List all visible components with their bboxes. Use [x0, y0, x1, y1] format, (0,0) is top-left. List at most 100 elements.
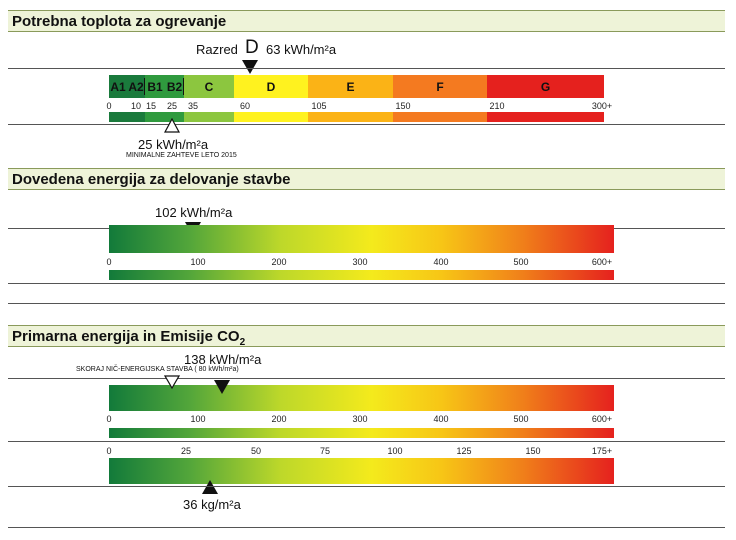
- delivered-gradient-thin: [109, 270, 614, 280]
- section-header-primary: Primarna energija in Emisije CO2: [8, 325, 725, 348]
- divider: [8, 441, 725, 442]
- delivered-tick: 100: [190, 257, 206, 267]
- tick-row-primary: 0 100 200 300 400 500 600+: [0, 414, 736, 426]
- primary-value: 138 kWh/m²a: [184, 352, 262, 367]
- tick-row-heating: 0 10 15 25 35 60 105 150 210 300+: [0, 101, 736, 113]
- primary-tick: 500: [513, 414, 529, 424]
- divider: [8, 283, 725, 284]
- heating-tick: 60: [239, 101, 251, 111]
- divider: [8, 124, 725, 125]
- class-segment-thin: [127, 112, 145, 122]
- co2-gradient-bar: [109, 458, 614, 484]
- class-segment-thin: [487, 112, 604, 122]
- delivered-gradient-bar: [109, 225, 614, 253]
- class-segment-thin: [234, 112, 308, 122]
- co2-marker: [202, 480, 218, 494]
- delivered-tick: 400: [433, 257, 449, 267]
- co2-tick: 0: [106, 446, 112, 456]
- class-segment-b2: B2: [165, 75, 184, 98]
- primary-tick: 400: [433, 414, 449, 424]
- class-segment-thin: [165, 112, 184, 122]
- class-bar-thin: [109, 112, 614, 122]
- co2-tick: 175+: [591, 446, 613, 456]
- delivered-tick: 500: [513, 257, 529, 267]
- heating-tick: 210: [489, 101, 505, 111]
- co2-tick: 50: [250, 446, 262, 456]
- heating-tick: 105: [311, 101, 327, 111]
- section-title-heating: Potrebna toplota za ogrevanje: [12, 13, 227, 30]
- rating-letter: D: [245, 37, 259, 58]
- class-bar: A1 A2 B1 B2 C D E F G: [109, 75, 614, 98]
- heating-tick: 15: [145, 101, 157, 111]
- delivered-tick: 0: [106, 257, 112, 267]
- tick-row-co2: 0 25 50 75 100 125 150 175+: [0, 446, 736, 458]
- class-segment-thin: [308, 112, 393, 122]
- delivered-tick: 300: [352, 257, 368, 267]
- requirement-value: 25 kWh/m²a: [138, 137, 209, 152]
- class-segment-c: C: [184, 75, 234, 98]
- tick-row-delivered: 0 100 200 300 400 500 600+: [0, 257, 736, 269]
- section-title-delivered: Dovedena energija za delovanje stavbe: [12, 171, 291, 188]
- heating-marker: [242, 60, 258, 74]
- divider: [8, 486, 725, 487]
- class-segment-b1: B1: [145, 75, 165, 98]
- primary-gradient-bar: [109, 385, 614, 411]
- title-main: Primarna energija in Emisije CO: [12, 328, 240, 345]
- divider: [8, 378, 725, 379]
- class-label: A1: [110, 80, 126, 94]
- heating-tick: 10: [130, 101, 142, 111]
- class-segment-e: E: [308, 75, 393, 98]
- class-label: A2: [128, 80, 144, 94]
- class-segment-f: F: [393, 75, 487, 98]
- class-separator: [144, 78, 145, 95]
- primary-tick: 0: [106, 414, 112, 424]
- delivered-tick: 200: [271, 257, 287, 267]
- class-segment-thin: [145, 112, 165, 122]
- section-title-primary: Primarna energija in Emisije CO2: [12, 328, 245, 348]
- class-segment-g: G: [487, 75, 604, 98]
- delivered-tick: 600+: [591, 257, 613, 267]
- class-separator: [183, 78, 184, 95]
- class-segment-d: D: [234, 75, 308, 98]
- class-label: G: [540, 80, 551, 94]
- co2-tick: 75: [319, 446, 331, 456]
- divider: [8, 303, 725, 304]
- co2-tick: 125: [456, 446, 472, 456]
- co2-tick: 100: [387, 446, 403, 456]
- class-label: B1: [147, 80, 163, 94]
- class-segment-a1: A1: [109, 75, 127, 98]
- heating-tick: 0: [106, 101, 112, 111]
- co2-tick: 150: [525, 446, 541, 456]
- heating-tick: 300+: [591, 101, 613, 111]
- title-sub: 2: [239, 337, 246, 348]
- class-label: F: [436, 80, 444, 94]
- heating-tick: 25: [166, 101, 178, 111]
- co2-value: 36 kg/m²a: [183, 497, 241, 512]
- class-label: E: [346, 80, 355, 94]
- divider: [8, 527, 725, 528]
- class-segment-a2: A2: [127, 75, 145, 98]
- rating-value: 63 kWh/m²a: [266, 42, 337, 57]
- primary-gradient-thin: [109, 428, 614, 438]
- heating-tick: 35: [187, 101, 199, 111]
- class-segment-thin: [109, 112, 127, 122]
- primary-tick: 600+: [591, 414, 613, 424]
- primary-tick: 300: [352, 414, 368, 424]
- primary-tick: 200: [271, 414, 287, 424]
- class-segment-thin: [393, 112, 487, 122]
- rating-prefix: Razred: [196, 42, 238, 57]
- heating-tick: 150: [395, 101, 411, 111]
- co2-tick: 25: [180, 446, 192, 456]
- section-header-heating: Potrebna toplota za ogrevanje: [8, 10, 725, 32]
- nzeb-marker: [164, 375, 180, 389]
- class-segment-thin: [184, 112, 234, 122]
- requirement-marker: [164, 118, 180, 133]
- class-label: B2: [166, 80, 183, 94]
- class-label: D: [266, 80, 276, 94]
- primary-marker: [214, 380, 230, 394]
- requirement-label: MINIMALNE ZAHTEVE LETO 2015: [126, 152, 237, 159]
- primary-tick: 100: [190, 414, 206, 424]
- delivered-value: 102 kWh/m²a: [155, 205, 233, 220]
- section-header-delivered: Dovedena energija za delovanje stavbe: [8, 168, 725, 190]
- nzeb-label: SKORAJ NIČ-ENERGIJSKA STAVBA ( 80 kWh/m²…: [76, 366, 239, 373]
